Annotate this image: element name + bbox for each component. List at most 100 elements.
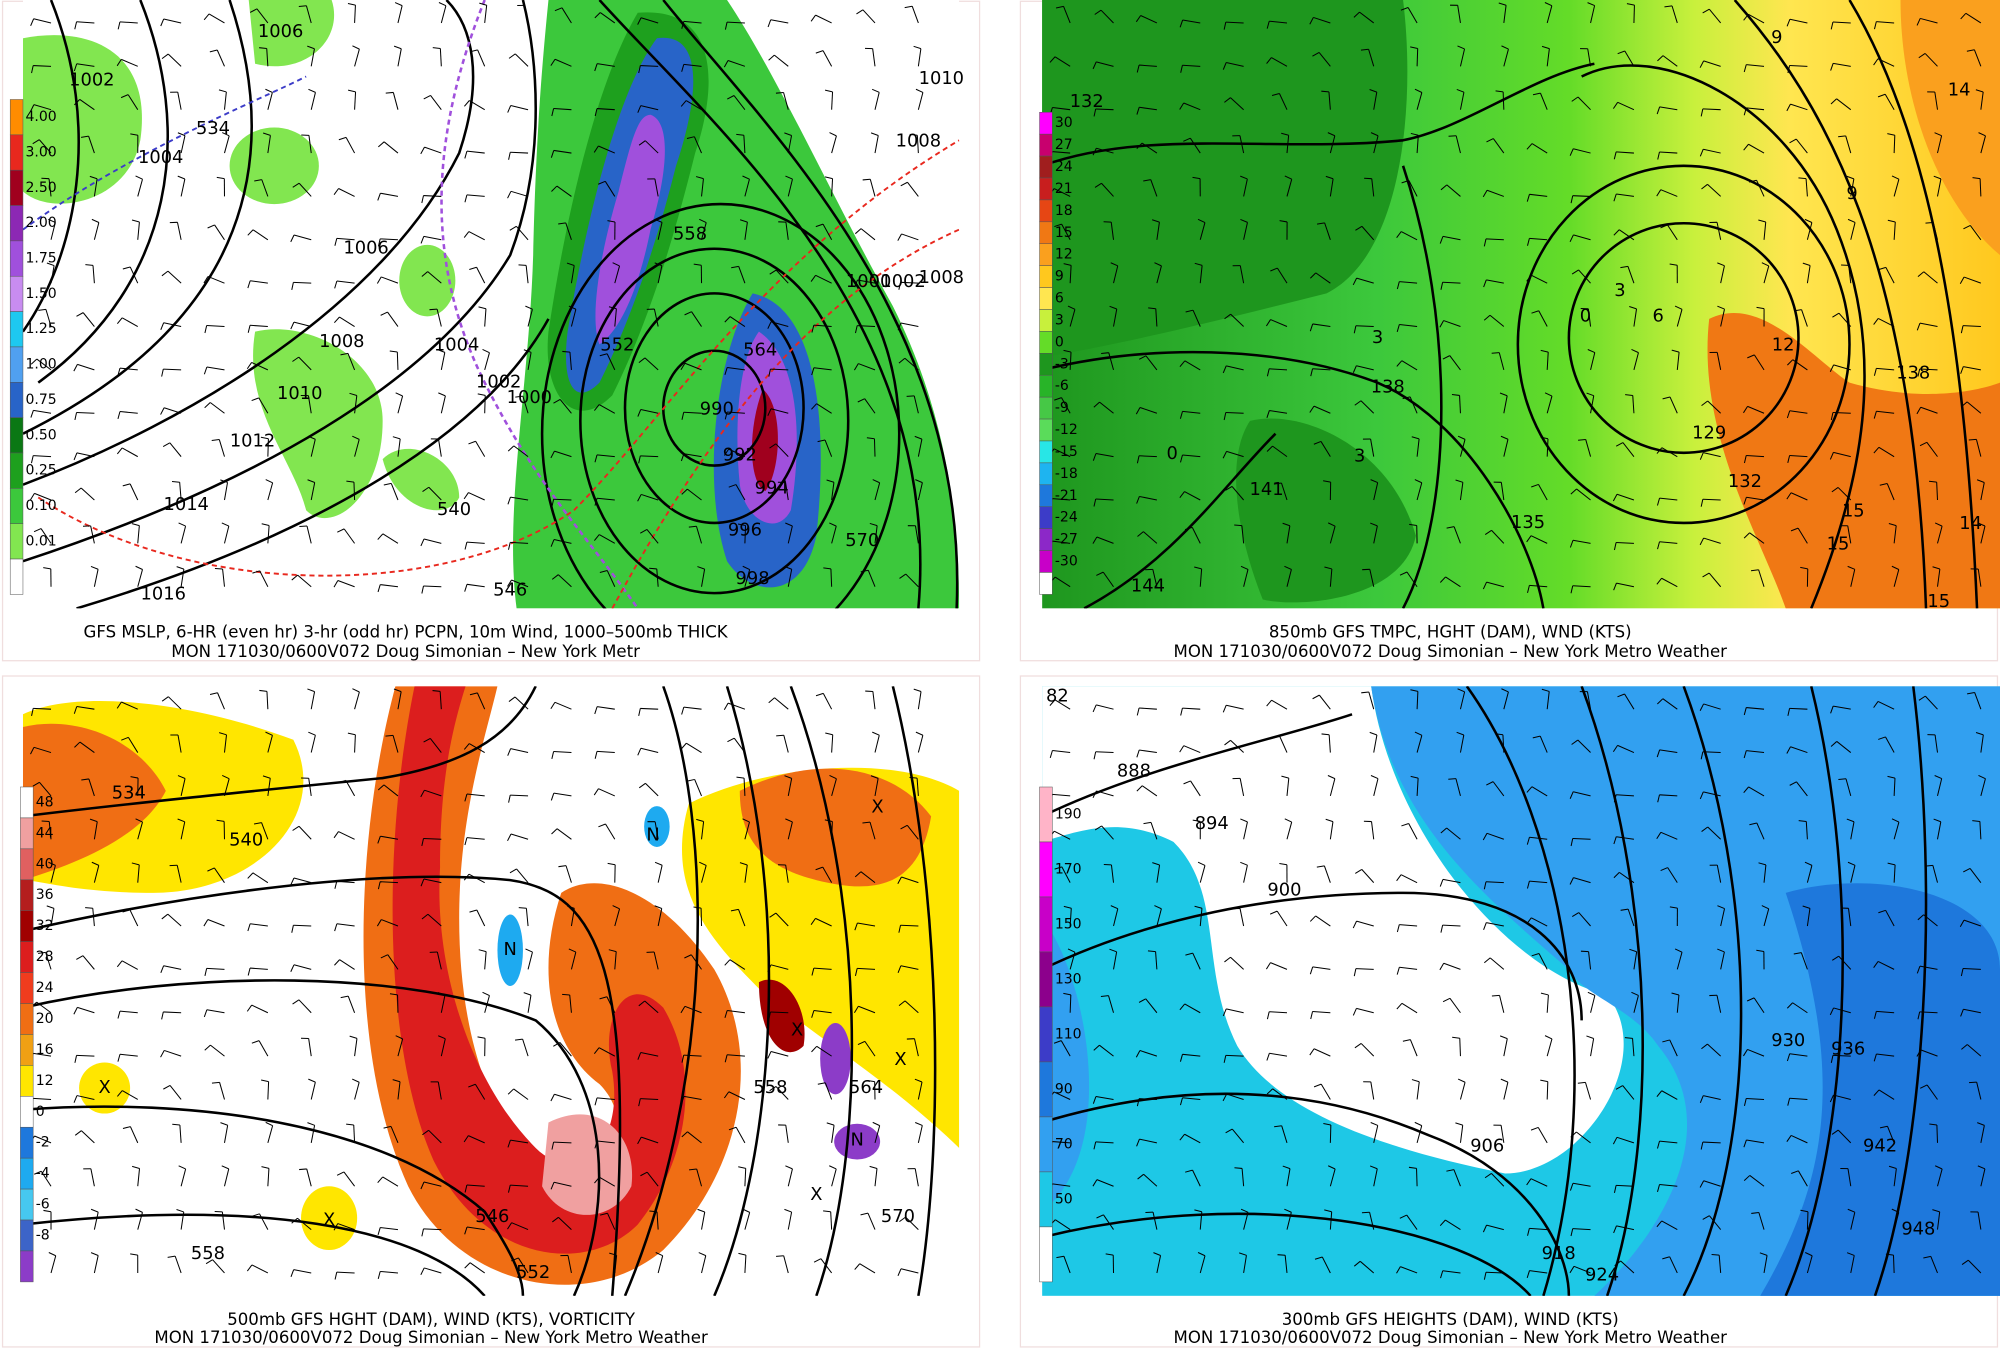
wind-barb xyxy=(1180,65,1183,73)
wind-barb xyxy=(1100,995,1109,997)
wind-barb xyxy=(784,132,792,136)
wind-barb xyxy=(775,912,789,927)
wind-barb xyxy=(1541,688,1550,692)
wind-barb xyxy=(1092,61,1097,70)
wind-barb xyxy=(1191,527,1201,544)
wind-barb xyxy=(1833,705,1851,710)
wind-barb xyxy=(811,403,817,410)
wind-barb xyxy=(293,321,312,328)
wind-barb xyxy=(463,100,470,107)
wind-barb xyxy=(1491,1173,1505,1187)
wind-barb xyxy=(1887,219,1896,223)
wind-barb xyxy=(80,135,89,138)
wind-barb xyxy=(476,267,486,284)
contour-label: 1008 xyxy=(319,331,364,352)
wind-barb xyxy=(1717,905,1725,910)
wind-barb xyxy=(1676,952,1683,970)
wind-barb xyxy=(1804,861,1813,866)
colorbar-label: 0.10 xyxy=(26,498,57,514)
wind-barb xyxy=(163,1011,182,1014)
wind-barb xyxy=(249,8,258,13)
wind-barb xyxy=(1702,572,1710,578)
wind-barb xyxy=(135,175,143,180)
wind-barb xyxy=(1137,1173,1144,1180)
wind-barb xyxy=(1445,576,1461,588)
wind-barb xyxy=(469,100,485,111)
wind-barb xyxy=(463,492,469,500)
wind-barb xyxy=(293,281,312,284)
wind-barb xyxy=(1979,178,1982,197)
wind-barb xyxy=(293,234,312,241)
wind-barb xyxy=(515,395,523,398)
wind-barb xyxy=(550,702,556,710)
wind-barb xyxy=(376,276,382,284)
wind-barb xyxy=(1530,535,1548,544)
wind-barb xyxy=(1140,15,1158,24)
wind-barb xyxy=(121,58,138,67)
wind-barb xyxy=(1310,368,1314,377)
wind-barb xyxy=(507,579,512,587)
wind-barb xyxy=(1888,1165,1897,1169)
wind-barb xyxy=(1183,137,1191,142)
wind-barb xyxy=(1708,572,1722,588)
wind-barb xyxy=(553,539,572,544)
wind-barb xyxy=(1526,880,1530,889)
wind-barb xyxy=(1199,1255,1206,1274)
wind-barb xyxy=(440,5,447,24)
wind-barb xyxy=(1616,193,1634,197)
contour-label: 1002 xyxy=(476,372,521,393)
wind-barb xyxy=(1743,786,1750,794)
wind-barb xyxy=(1486,279,1504,284)
wind-barb xyxy=(1747,354,1755,359)
wind-barb xyxy=(1671,5,1678,24)
contour-label: 552 xyxy=(600,335,634,356)
wind-barb xyxy=(1063,992,1071,996)
wind-barb xyxy=(1616,151,1634,154)
colorbar-swatch xyxy=(1039,287,1053,310)
colorbar-label: 16 xyxy=(36,1042,54,1058)
wind-barb xyxy=(1980,525,1986,544)
wind-barb xyxy=(1959,919,1965,928)
wind-barb xyxy=(1370,522,1378,527)
wind-barb xyxy=(339,959,355,970)
wind-barb xyxy=(1459,92,1465,110)
wind-barb xyxy=(1069,265,1072,284)
wind-barb xyxy=(484,951,487,970)
wind-barb xyxy=(160,18,165,27)
wind-barb xyxy=(1353,1260,1361,1267)
wind-barb xyxy=(596,1097,615,1100)
wind-barb xyxy=(724,21,728,30)
wind-barb xyxy=(116,59,122,67)
wind-barb xyxy=(1657,55,1664,62)
wind-barb xyxy=(1797,1170,1808,1187)
wind-barb xyxy=(90,525,95,544)
wind-barb xyxy=(338,831,355,840)
wind-barb xyxy=(1442,924,1461,927)
colorbar-swatch xyxy=(1039,506,1053,529)
wind-barb xyxy=(1743,497,1747,505)
wind-barb xyxy=(1352,1008,1357,1016)
wind-barb xyxy=(1054,397,1062,401)
wind-barb xyxy=(1483,314,1491,321)
wind-barb xyxy=(1270,267,1278,272)
wind-barb xyxy=(117,411,121,420)
wind-barb xyxy=(1743,1139,1747,1148)
wind-barb xyxy=(872,731,880,736)
wind-barb xyxy=(1829,1007,1835,1016)
wind-barb xyxy=(507,1088,515,1095)
wind-barb xyxy=(1486,922,1504,927)
wind-barb xyxy=(551,828,558,835)
wind-barb xyxy=(1135,15,1142,23)
wind-barb xyxy=(1439,576,1446,583)
wind-barb xyxy=(250,280,268,284)
wind-barb xyxy=(913,688,922,693)
wind-barb xyxy=(204,1044,211,1051)
wind-barb xyxy=(525,305,533,310)
contour-label: 948 xyxy=(1901,1219,1935,1240)
wind-barb xyxy=(1156,908,1162,927)
wind-barb xyxy=(1667,867,1678,883)
contour-label: 1002 xyxy=(880,271,925,292)
wind-barb xyxy=(916,135,919,154)
wind-barb xyxy=(1980,135,1986,154)
wind-barb xyxy=(854,325,858,334)
